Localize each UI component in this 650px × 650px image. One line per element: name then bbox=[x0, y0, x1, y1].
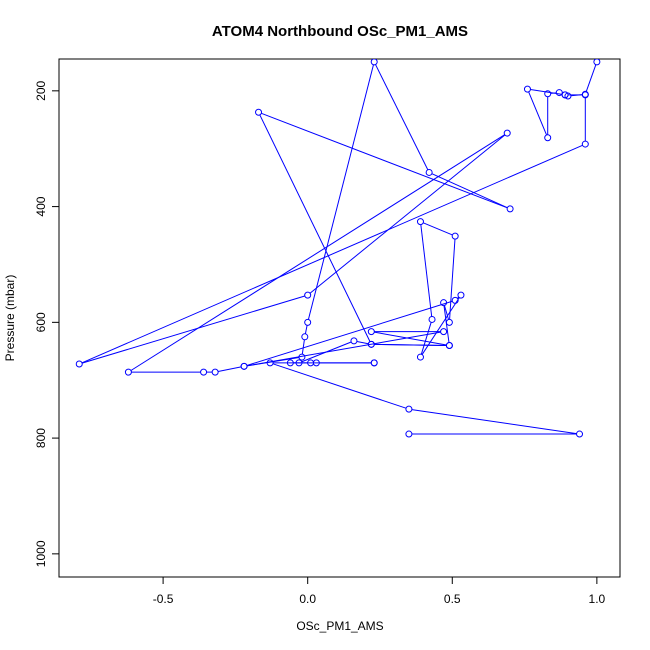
series-line-segment bbox=[217, 366, 242, 373]
data-point bbox=[304, 291, 312, 299]
data-point bbox=[428, 315, 436, 323]
data-point bbox=[457, 291, 465, 299]
x-tick-label: -0.5 bbox=[153, 592, 174, 606]
series-line-segment bbox=[374, 343, 447, 346]
data-point bbox=[367, 328, 375, 336]
data-point bbox=[440, 328, 448, 336]
data-point bbox=[286, 359, 294, 367]
x-axis-label: OSc_PM1_AMS bbox=[296, 619, 383, 633]
series-line-segment bbox=[81, 295, 305, 364]
series-line-segment bbox=[81, 144, 583, 364]
y-tick-label: 400 bbox=[34, 196, 48, 216]
data-point bbox=[370, 359, 378, 367]
data-point bbox=[75, 360, 83, 368]
series-line-segment bbox=[259, 114, 371, 342]
data-point bbox=[445, 318, 453, 326]
series-line-segment bbox=[420, 224, 433, 317]
series-line-segment bbox=[421, 297, 460, 355]
data-point bbox=[555, 89, 563, 97]
x-tick-label: 1.0 bbox=[589, 592, 606, 606]
x-tick-label: 0.0 bbox=[299, 592, 316, 606]
data-point bbox=[576, 430, 584, 438]
data-point bbox=[124, 368, 132, 376]
data-point bbox=[312, 359, 320, 367]
plot-frame bbox=[58, 58, 621, 578]
series-line-segment bbox=[375, 64, 429, 170]
data-point bbox=[503, 129, 511, 137]
data-point bbox=[240, 362, 248, 370]
x-tick-label: 0.5 bbox=[444, 592, 461, 606]
data-point bbox=[425, 168, 433, 176]
series-line-segment bbox=[130, 134, 505, 371]
y-tick-label: 200 bbox=[34, 81, 48, 101]
series-line-segment bbox=[356, 340, 369, 345]
data-point bbox=[298, 353, 306, 361]
series-line-segment bbox=[449, 239, 456, 320]
y-axis-label: Pressure (mbar) bbox=[3, 275, 17, 362]
data-point bbox=[544, 90, 552, 98]
data-point bbox=[255, 108, 263, 116]
series-layer bbox=[75, 59, 601, 438]
series-line-segment bbox=[374, 331, 447, 346]
y-axis: 200 400 600 800 1000 bbox=[34, 81, 60, 567]
data-point bbox=[561, 91, 569, 99]
data-point bbox=[367, 340, 375, 348]
y-tick-label: 800 bbox=[34, 428, 48, 448]
data-point bbox=[506, 205, 514, 213]
data-point bbox=[440, 299, 448, 307]
series-line-segment bbox=[420, 322, 432, 355]
series-line-segment bbox=[272, 363, 407, 409]
data-point bbox=[544, 134, 552, 142]
data-point bbox=[405, 405, 413, 413]
data-point bbox=[266, 359, 274, 367]
data-point bbox=[416, 353, 424, 361]
series-line-segment bbox=[261, 112, 508, 209]
series-line-segment bbox=[431, 173, 508, 209]
data-point bbox=[416, 218, 424, 226]
series-line-segment bbox=[309, 134, 506, 294]
data-point bbox=[523, 85, 531, 93]
y-tick-label: 1000 bbox=[34, 540, 48, 567]
data-point bbox=[304, 318, 312, 326]
series-line-segment bbox=[443, 305, 450, 320]
series-line-segment bbox=[301, 341, 352, 363]
data-point bbox=[295, 359, 303, 367]
data-point bbox=[350, 337, 358, 345]
series-line-segment bbox=[246, 331, 441, 367]
series-line-segment bbox=[528, 91, 548, 136]
data-point bbox=[581, 140, 589, 148]
series-line-segment bbox=[246, 300, 453, 366]
x-axis: -0.5 0.0 0.5 1.0 bbox=[153, 576, 606, 606]
series-line-segment bbox=[307, 64, 374, 320]
data-point bbox=[445, 341, 453, 349]
data-point bbox=[451, 296, 459, 304]
series-line-segment bbox=[411, 409, 577, 435]
data-point bbox=[211, 368, 219, 376]
data-point bbox=[593, 59, 601, 66]
data-point bbox=[405, 430, 413, 438]
chart-title: ATOM4 Northbound OSc_PM1_AMS bbox=[212, 23, 468, 40]
series-line-segment bbox=[423, 222, 453, 236]
y-tick-label: 600 bbox=[34, 312, 48, 332]
data-point bbox=[301, 333, 309, 341]
data-point bbox=[451, 232, 459, 240]
data-point bbox=[200, 368, 208, 376]
series-line-segment bbox=[301, 339, 305, 355]
series-line-segment bbox=[304, 325, 308, 334]
series-line-segment bbox=[585, 64, 597, 92]
series-0 bbox=[75, 59, 601, 438]
data-point bbox=[370, 59, 378, 66]
data-point bbox=[581, 91, 589, 99]
